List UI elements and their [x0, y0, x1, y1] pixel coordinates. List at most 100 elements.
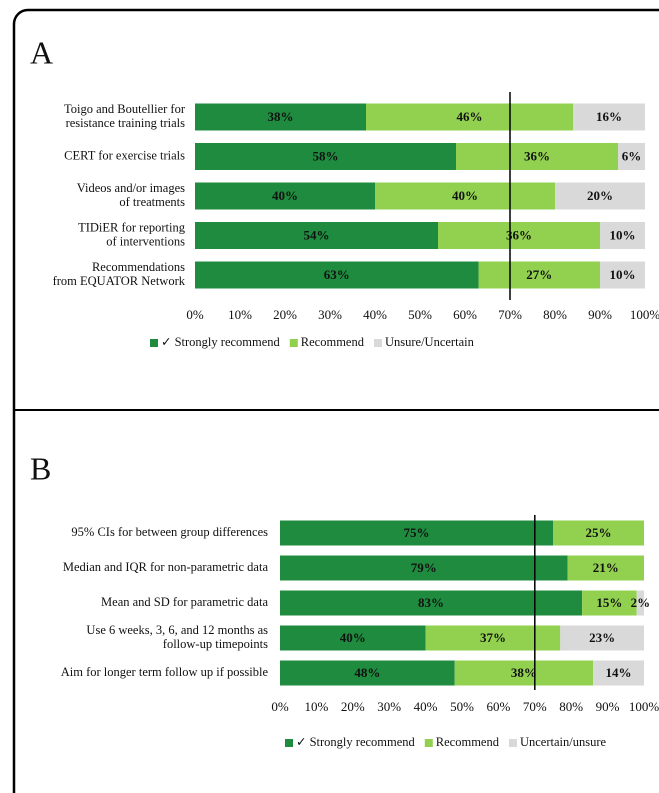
x-tick-label: 70%: [523, 699, 547, 714]
legend-label: Unsure/Uncertain: [385, 335, 475, 349]
x-tick-label: 30%: [318, 307, 342, 322]
value-label: 40%: [340, 630, 366, 645]
value-label: 20%: [587, 188, 613, 203]
bar-segment: [553, 520, 644, 546]
x-tick-label: 90%: [596, 699, 620, 714]
value-label: 6%: [622, 148, 642, 163]
legend-swatch: [424, 739, 433, 747]
x-tick-label: 70%: [498, 307, 522, 322]
x-tick-label: 80%: [543, 307, 567, 322]
value-label: 54%: [304, 227, 330, 242]
x-tick-label: 100%: [629, 699, 659, 714]
bar-segment: [195, 103, 366, 131]
x-tick-label: 60%: [453, 307, 477, 322]
category-label: TIDiER for reporting: [78, 220, 186, 234]
value-label: 46%: [457, 109, 483, 124]
value-label: 79%: [411, 560, 437, 575]
bar-segment: [280, 555, 568, 581]
value-label: 15%: [596, 595, 622, 610]
x-tick-label: 20%: [341, 699, 365, 714]
value-label: 63%: [324, 267, 350, 282]
bar-segment: [375, 182, 555, 210]
legend-label: Recommend: [301, 335, 365, 349]
x-tick-label: 10%: [304, 699, 328, 714]
x-tick-label: 100%: [630, 307, 659, 322]
bar-segment: [280, 590, 583, 616]
bar-segment: [280, 660, 455, 686]
x-tick-label: 60%: [486, 699, 510, 714]
bar-segment: [618, 143, 645, 170]
value-label: 10%: [610, 267, 636, 282]
category-label: Recommendations: [92, 260, 185, 274]
category-label: Videos and/or images: [77, 181, 185, 195]
legend-label: Recommend: [436, 735, 500, 749]
category-label: resistance training trials: [66, 116, 186, 130]
legend-swatch: [373, 339, 382, 347]
bar-segment: [366, 103, 573, 131]
bar-segment: [438, 222, 600, 249]
panel-letter: B: [30, 450, 51, 486]
value-label: 21%: [593, 560, 619, 575]
x-tick-label: 0%: [271, 699, 289, 714]
value-label: 10%: [610, 227, 636, 242]
x-tick-label: 40%: [414, 699, 438, 714]
value-label: 14%: [606, 665, 632, 680]
panel-letter: A: [30, 34, 53, 70]
bar-segment: [456, 143, 618, 170]
category-label: from EQUATOR Network: [53, 274, 186, 288]
category-label: of interventions: [106, 234, 185, 248]
value-label: 36%: [506, 227, 532, 242]
legend-swatch: [150, 339, 158, 347]
legend-label: ✓ Strongly recommend: [296, 735, 416, 749]
category-label: Median and IQR for non-parametric data: [63, 560, 269, 574]
bar-segment: [478, 261, 600, 289]
x-tick-label: 80%: [559, 699, 583, 714]
bar-segment: [600, 261, 645, 289]
x-tick-label: 10%: [228, 307, 252, 322]
value-label: 38%: [268, 109, 294, 124]
category-label: Toigo and Boutellier for: [64, 102, 186, 116]
value-label: 27%: [526, 267, 552, 282]
category-label: follow-up timepoints: [163, 637, 268, 651]
bar-segment: [195, 182, 375, 210]
value-label: 38%: [511, 665, 537, 680]
category-label: of treatments: [119, 195, 185, 209]
bar-segment: [560, 625, 644, 651]
bar-segment: [425, 625, 561, 651]
value-label: 83%: [418, 595, 444, 610]
value-label: 2%: [631, 595, 651, 610]
bar-segment: [195, 143, 456, 170]
value-label: 37%: [480, 630, 506, 645]
x-tick-label: 50%: [408, 307, 432, 322]
bar-segment: [195, 222, 438, 249]
x-tick-label: 20%: [273, 307, 297, 322]
x-tick-label: 90%: [588, 307, 612, 322]
bar-segment: [280, 625, 426, 651]
legend-label: ✓ Strongly recommend: [161, 335, 281, 349]
bar-segment: [582, 590, 637, 616]
x-tick-label: 50%: [450, 699, 474, 714]
bar-segment: [600, 222, 645, 249]
legend-label: Uncertain/unsure: [520, 735, 607, 749]
value-label: 75%: [404, 525, 430, 540]
value-label: 23%: [589, 630, 615, 645]
bar-segment: [280, 520, 553, 546]
x-tick-label: 40%: [363, 307, 387, 322]
bar-segment: [454, 660, 594, 686]
bar-segment: [593, 660, 644, 686]
value-label: 36%: [524, 148, 550, 163]
bar-segment: [555, 182, 645, 210]
bar-segment: [573, 103, 645, 131]
category-label: Mean and SD for parametric data: [101, 595, 268, 609]
legend-swatch: [508, 739, 517, 747]
category-label: Aim for longer term follow up if possibl…: [61, 665, 269, 679]
x-tick-label: 0%: [186, 307, 204, 322]
x-tick-label: 30%: [377, 699, 401, 714]
category-label: Use 6 weeks, 3, 6, and 12 months as: [86, 623, 268, 637]
legend-swatch: [285, 739, 293, 747]
bar-segment: [636, 590, 644, 616]
bar-segment: [195, 261, 479, 289]
value-label: 25%: [586, 525, 612, 540]
value-label: 58%: [313, 148, 339, 163]
